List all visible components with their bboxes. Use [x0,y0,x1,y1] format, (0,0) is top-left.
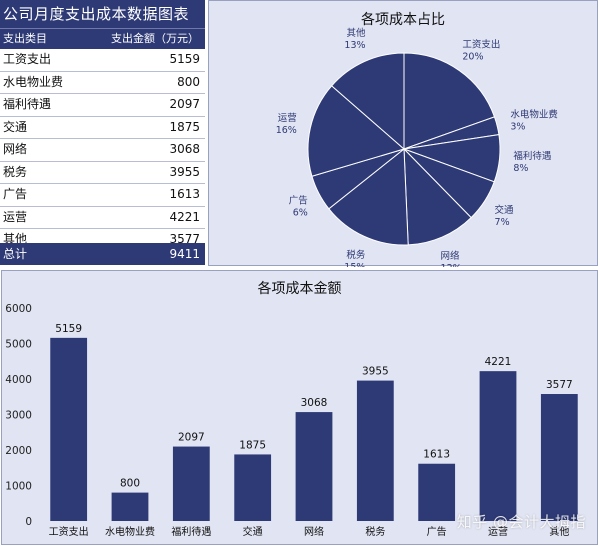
pie-category-label: 水电物业费 [510,108,558,120]
row-label: 税务 [3,164,28,179]
row-label: 运营 [3,209,28,224]
table-header: 支出类目 支出金额（万元） [0,28,205,49]
table-row: 福利待遇 2097 [0,94,205,117]
pie-percent-label: 6% [293,207,308,218]
pie-category-label: 交通 [495,204,515,216]
bar-chart-panel: 0 1000 2000 3000 4000 5000 6000 5159 工资支出 800 水电物业… [1,270,598,545]
row-label: 交通 [3,119,28,134]
table-title: 公司月度支出成本数据图表 [0,0,205,28]
bar-value-label: 3577 [546,379,573,391]
bar [234,454,272,521]
row-value: 800 [177,74,200,89]
bar-value-label: 1613 [423,449,450,461]
x-tick-label: 广告 [427,525,447,538]
pie-slice [331,52,405,151]
x-tick-label: 工资支出 [49,525,89,538]
pie-percent-label: 8% [513,163,528,174]
total-label: 总计 [3,247,28,261]
row-label: 工资支出 [3,52,52,66]
table-row: 水电物业费 800 [0,72,205,94]
bar-value-label: 5159 [55,323,82,335]
pie-percent-label: 13% [344,40,365,51]
row-value: 3577 [169,232,200,246]
bar [540,394,578,521]
header-category: 支出类目 [3,32,47,45]
pie-percent-label: 3% [510,121,525,132]
bar [479,371,517,521]
row-label: 广告 [3,187,28,201]
y-tick-label: 5000 [5,339,32,351]
row-label: 福利待遇 [3,97,52,111]
watermark: 知乎 @会计大拇指 [456,513,586,531]
pie-category-label: 广告 [289,194,308,206]
header-amount: 支出金额（万元） [111,32,199,45]
x-tick-label: 水电物业费 [105,525,155,538]
bar-value-label: 3955 [362,366,389,378]
y-tick-label: 6000 [5,303,32,315]
row-value: 1875 [169,119,200,134]
cost-table: 公司月度支出成本数据图表 支出类目 支出金额（万元） 工资支出 5159 水电物业… [0,0,205,266]
pie-percent-label: 12% [441,263,462,267]
pie-slice [403,52,496,150]
bar-value-label: 4221 [485,356,512,368]
row-label: 水电物业费 [3,74,64,89]
pie-chart-title: 各项成本占比 [361,12,445,28]
row-value: 1613 [169,187,200,201]
pie-percent-label: 20% [462,51,483,62]
x-tick-label: 福利待遇 [171,525,211,538]
table-row: 税务 3955 [0,162,205,184]
row-value: 4221 [169,209,200,224]
total-value: 9411 [169,247,200,261]
pie-category-label: 税务 [346,249,366,261]
y-tick-label: 3000 [5,410,32,422]
y-tick-label: 1000 [5,481,32,493]
row-value: 2097 [169,97,200,111]
bar [418,463,456,521]
table-row: 交通 1875 [0,117,205,139]
bar-value-label: 800 [120,478,140,490]
pie-slice [403,147,472,246]
table-row: 运营 4221 [0,207,205,229]
pie-percent-label: 15% [344,262,365,267]
bar [50,337,88,521]
bar-value-label: 3068 [301,397,328,409]
table-row: 工资支出 5159 [0,49,205,72]
row-label: 其他 [3,232,28,246]
x-tick-label: 运营 [488,525,508,538]
bar-chart: 0 1000 2000 3000 4000 5000 6000 5159 工资支出 800 水电物业… [5,303,578,538]
y-tick-label: 0 [25,516,32,528]
pie-category-label: 运营 [278,112,297,124]
x-tick-label: 税务 [365,525,385,538]
pie-slice [307,85,406,177]
bar [356,380,394,521]
x-tick-label: 其他 [549,525,569,538]
table-total-row: 总计 9411 [0,243,205,265]
bar-value-label: 1875 [239,439,266,451]
table-body: 工资支出 5159 水电物业费 800 福利待遇 2097 交通 1875 网络 3068… [0,49,205,252]
row-value: 5159 [169,52,200,66]
bar-value-label: 2097 [178,432,205,444]
row-value: 3068 [169,142,200,156]
pie-category-label: 工资支出 [462,38,500,50]
y-tick-label: 4000 [5,374,32,386]
x-tick-label: 交通 [243,525,263,538]
row-value: 3955 [169,164,200,179]
pie-percent-label: 7% [495,217,510,228]
bar [295,412,333,521]
pie-category-label: 其他 [347,27,367,39]
pie-category-label: 福利待遇 [513,150,552,162]
y-tick-label: 2000 [5,445,32,457]
bar [172,446,210,521]
bar-chart-title: 各项成本金额 [257,281,342,297]
pie-percent-label: 16% [276,125,297,136]
table-row: 网络 3068 [0,139,205,162]
pie-category-label: 网络 [441,250,461,262]
table-row: 广告 1613 [0,184,205,207]
x-tick-label: 网络 [304,525,324,538]
row-label: 网络 [3,142,28,156]
pie-slice [328,147,409,246]
bar [111,492,149,521]
